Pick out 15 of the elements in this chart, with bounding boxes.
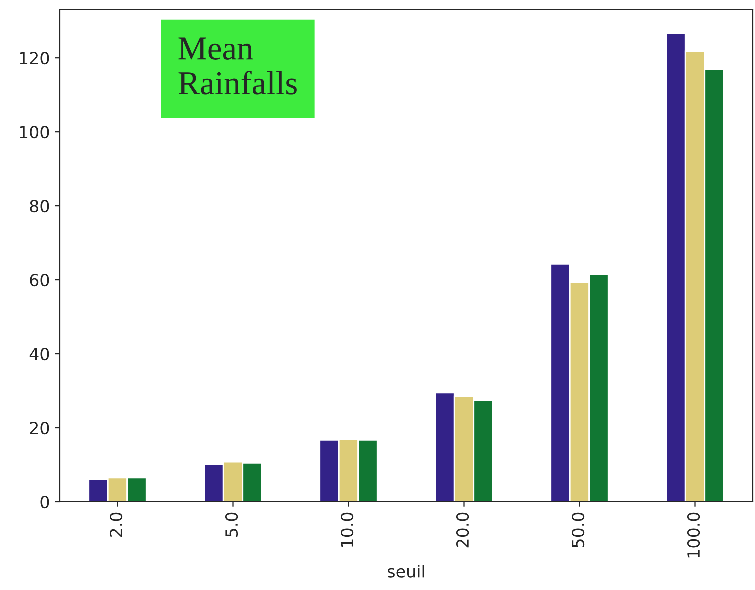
y-tick-label: 40 bbox=[30, 348, 50, 361]
x-axis-title: seuil bbox=[388, 564, 424, 578]
x-tick-label: 100.0 bbox=[687, 512, 700, 558]
y-tick-label: 120 bbox=[20, 52, 50, 65]
x-tick-label: 5.0 bbox=[225, 512, 238, 537]
x-tick-label: 20.0 bbox=[456, 512, 470, 548]
y-tick-label: 80 bbox=[30, 200, 50, 213]
y-tick-label: 0 bbox=[40, 496, 50, 509]
x-tick-label: 2.0 bbox=[110, 512, 123, 538]
x-tick-label: 10.0 bbox=[340, 512, 354, 547]
y-tick-label: 100 bbox=[20, 126, 50, 139]
x-tick-label: 50.0 bbox=[572, 512, 585, 548]
y-tick-label: 20 bbox=[30, 422, 50, 435]
y-tick-label: 60 bbox=[30, 274, 50, 287]
text: Mean Rainfalls bbox=[178, 38, 297, 95]
